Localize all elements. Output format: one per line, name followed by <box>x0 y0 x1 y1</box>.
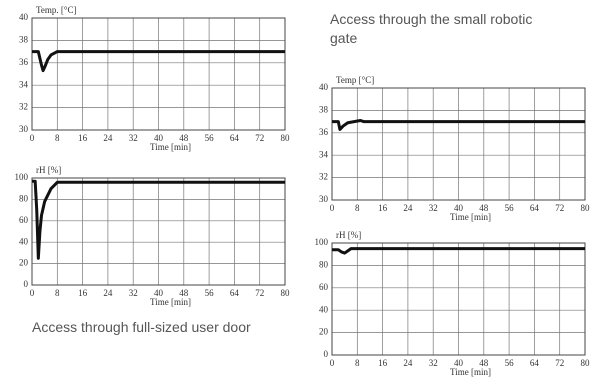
x-axis-label: Time [min] <box>450 212 491 222</box>
y-tick-label: 32 <box>19 102 28 112</box>
x-tick-label: 8 <box>355 203 360 213</box>
x-tick-label: 80 <box>281 288 291 298</box>
x-tick-label: 32 <box>429 203 438 213</box>
x-tick-label: 56 <box>505 358 515 368</box>
x-tick-label: 16 <box>378 203 388 213</box>
y-tick-label: 34 <box>19 79 29 89</box>
x-tick-label: 16 <box>378 358 388 368</box>
x-tick-label: 24 <box>403 358 413 368</box>
x-tick-label: 64 <box>230 133 240 143</box>
y-tick-label: 20 <box>319 327 329 337</box>
y-tick-label: 36 <box>319 127 329 137</box>
x-tick-label: 64 <box>230 288 240 298</box>
y-tick-label: 30 <box>319 194 329 204</box>
x-tick-label: 64 <box>530 358 540 368</box>
x-tick-label: 72 <box>555 203 564 213</box>
x-tick-label: 32 <box>129 288 138 298</box>
y-tick-label: 100 <box>315 237 329 247</box>
x-tick-label: 40 <box>154 133 164 143</box>
y-tick-label: 80 <box>319 259 329 269</box>
y-tick-label: 0 <box>24 279 29 289</box>
x-tick-label: 56 <box>205 133 215 143</box>
data-line <box>332 247 585 255</box>
x-tick-label: 48 <box>179 133 189 143</box>
x-tick-label: 16 <box>78 133 88 143</box>
y-tick-label: 0 <box>324 349 329 359</box>
x-tick-label: 64 <box>530 203 540 213</box>
y-tick-label: 40 <box>319 304 329 314</box>
x-tick-label: 56 <box>205 288 215 298</box>
y-tick-label: 40 <box>19 12 29 22</box>
y-tick-label: 60 <box>319 282 329 292</box>
y-tick-label: 30 <box>19 124 29 134</box>
x-tick-label: 56 <box>505 203 515 213</box>
y-tick-label: 20 <box>19 258 29 268</box>
x-tick-label: 80 <box>281 133 291 143</box>
y-axis-label: rH [%] <box>336 230 361 240</box>
x-tick-label: 0 <box>30 288 35 298</box>
x-tick-label: 0 <box>30 133 35 143</box>
y-axis-label: Temp. [°C] <box>36 5 76 15</box>
y-tick-label: 40 <box>19 236 29 246</box>
caption: Access through full-sized user door <box>32 319 251 335</box>
x-tick-label: 0 <box>330 203 335 213</box>
x-tick-label: 48 <box>479 203 489 213</box>
x-tick-label: 24 <box>103 288 113 298</box>
x-tick-label: 72 <box>255 288 264 298</box>
y-tick-label: 100 <box>15 172 29 182</box>
x-tick-label: 24 <box>103 133 113 143</box>
plot-frame <box>31 17 286 131</box>
y-tick-label: 40 <box>319 82 329 92</box>
plot-frame <box>31 177 286 286</box>
x-tick-label: 32 <box>129 133 138 143</box>
x-tick-label: 8 <box>355 358 360 368</box>
y-tick-label: 60 <box>19 215 29 225</box>
x-tick-label: 72 <box>255 133 264 143</box>
plot-frame <box>331 87 586 201</box>
y-tick-label: 32 <box>319 172 328 182</box>
y-tick-label: 38 <box>319 104 329 114</box>
y-axis-label: rH [%] <box>36 165 61 175</box>
x-tick-label: 0 <box>330 358 335 368</box>
y-tick-label: 80 <box>19 193 29 203</box>
caption: Access through the small robotic gate <box>330 11 533 46</box>
data-line <box>32 50 285 73</box>
x-tick-label: 48 <box>479 358 489 368</box>
y-axis-label: Temp [°C] <box>336 75 374 85</box>
x-tick-label: 8 <box>55 133 60 143</box>
x-tick-label: 16 <box>78 288 88 298</box>
x-tick-label: 32 <box>429 358 438 368</box>
y-tick-label: 36 <box>19 57 29 67</box>
x-axis-label: Time [min] <box>450 367 491 377</box>
x-tick-label: 40 <box>454 358 464 368</box>
x-tick-label: 80 <box>581 358 591 368</box>
x-tick-label: 40 <box>154 288 164 298</box>
x-tick-label: 72 <box>555 358 564 368</box>
plot-frame <box>331 242 586 356</box>
data-line <box>332 118 585 131</box>
x-tick-label: 8 <box>55 288 60 298</box>
x-tick-label: 48 <box>179 288 189 298</box>
x-axis-label: Time [min] <box>150 142 191 152</box>
x-tick-label: 80 <box>581 203 591 213</box>
data-line <box>32 179 285 260</box>
x-tick-label: 24 <box>403 203 413 213</box>
y-tick-label: 38 <box>19 34 29 44</box>
y-tick-label: 34 <box>319 149 329 159</box>
x-tick-label: 40 <box>454 203 464 213</box>
x-axis-label: Time [min] <box>150 297 191 307</box>
